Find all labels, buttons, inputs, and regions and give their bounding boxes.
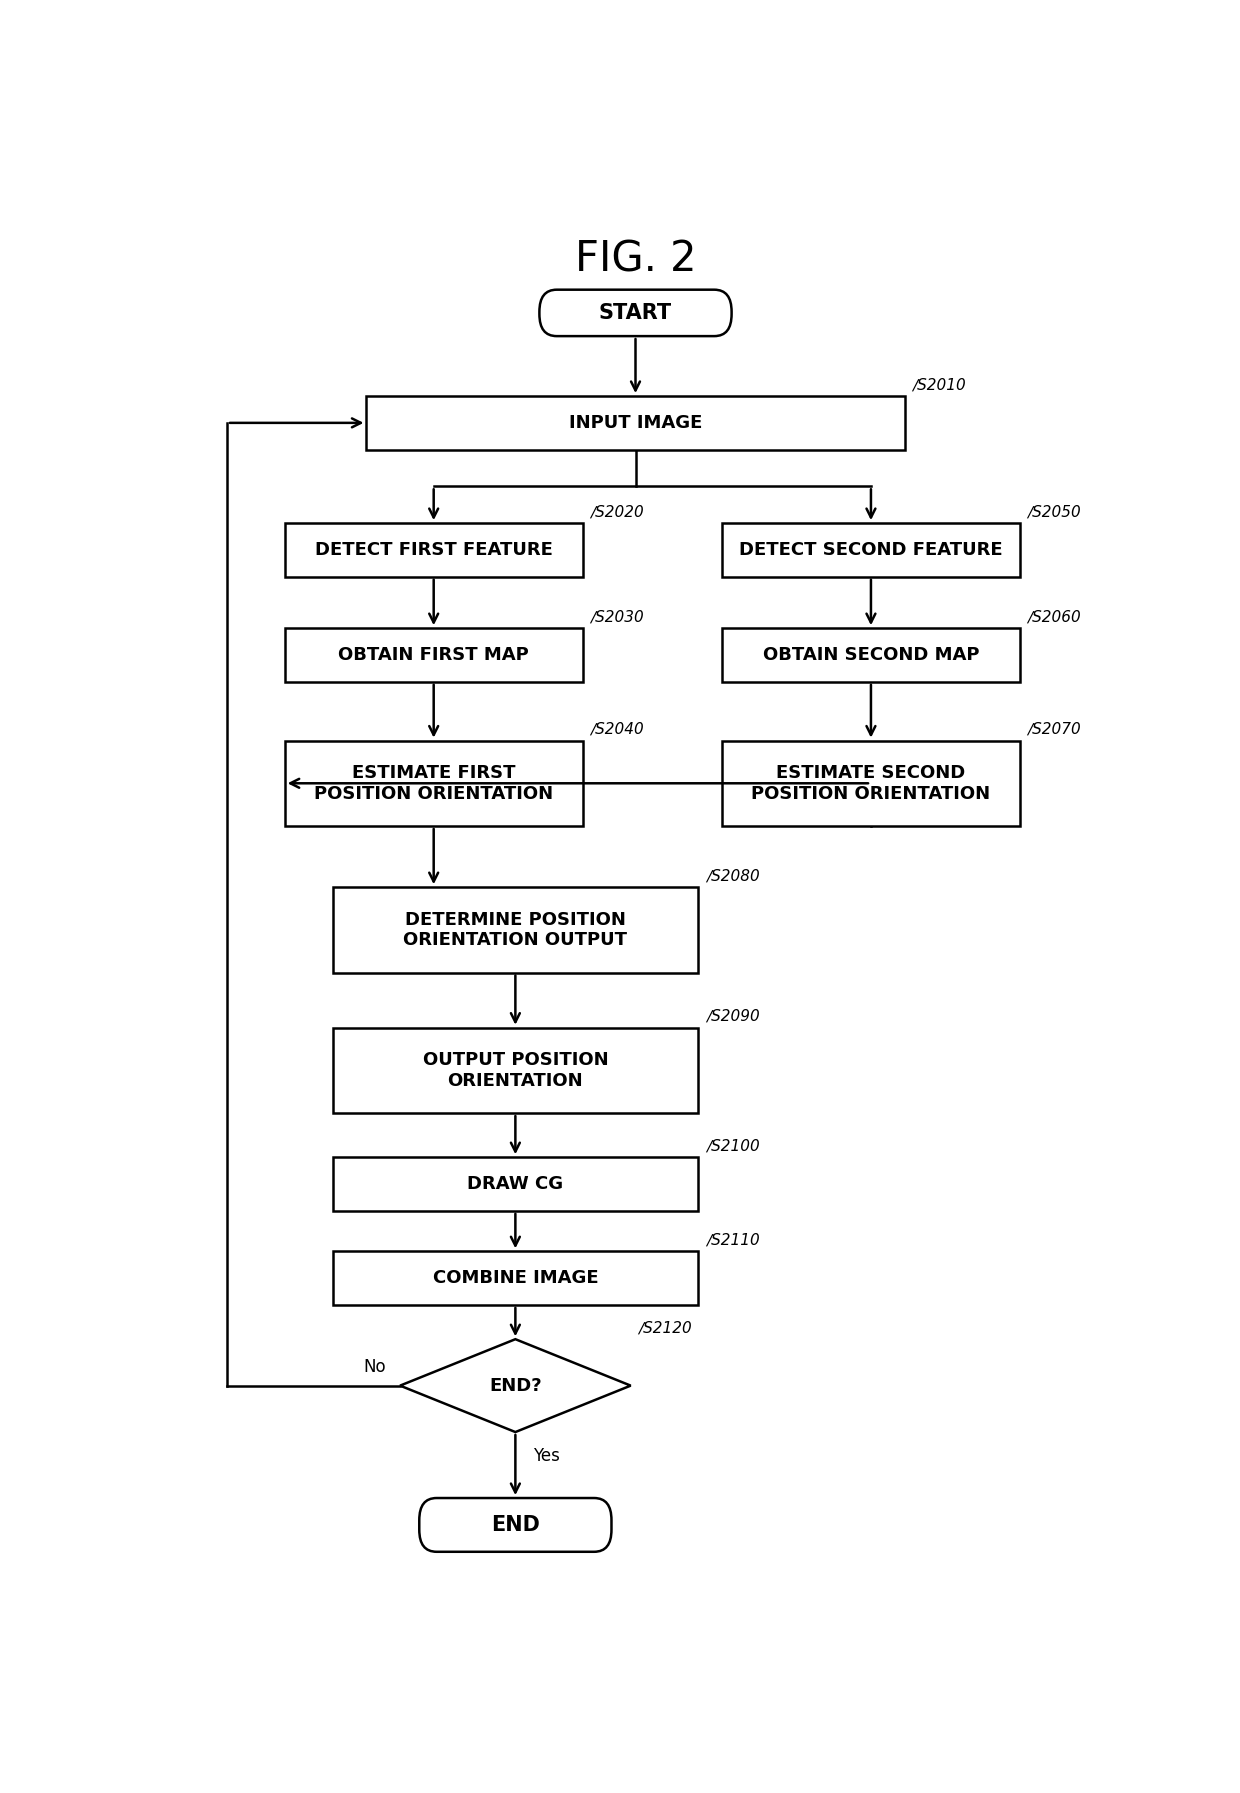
Text: END: END	[491, 1515, 539, 1535]
Text: DRAW CG: DRAW CG	[467, 1174, 563, 1192]
Bar	[285, 741, 583, 827]
Text: ∕S2120: ∕S2120	[639, 1320, 692, 1336]
Text: INPUT IMAGE: INPUT IMAGE	[569, 414, 702, 432]
Bar	[332, 1252, 698, 1305]
Bar	[722, 628, 1019, 681]
Bar	[332, 1156, 698, 1210]
Text: DETERMINE POSITION
ORIENTATION OUTPUT: DETERMINE POSITION ORIENTATION OUTPUT	[403, 911, 627, 948]
Text: END?: END?	[489, 1377, 542, 1395]
Text: OBTAIN FIRST MAP: OBTAIN FIRST MAP	[339, 645, 529, 663]
Polygon shape	[401, 1339, 631, 1433]
Bar	[285, 628, 583, 681]
FancyBboxPatch shape	[419, 1497, 611, 1551]
Text: OBTAIN SECOND MAP: OBTAIN SECOND MAP	[763, 645, 980, 663]
Text: START: START	[599, 303, 672, 323]
Text: ∕S2110: ∕S2110	[706, 1232, 759, 1248]
Text: Yes: Yes	[533, 1447, 559, 1465]
Text: ∕S2100: ∕S2100	[706, 1139, 759, 1153]
Text: COMBINE IMAGE: COMBINE IMAGE	[433, 1269, 598, 1287]
Text: ∕S2010: ∕S2010	[913, 377, 966, 393]
Bar	[285, 524, 583, 577]
Text: ∕S2050: ∕S2050	[1028, 504, 1081, 520]
Bar	[332, 1027, 698, 1113]
Text: ∕S2060: ∕S2060	[1028, 610, 1081, 624]
Text: ∕S2030: ∕S2030	[590, 610, 644, 624]
Text: ∕S2090: ∕S2090	[706, 1009, 759, 1024]
Bar	[332, 888, 698, 972]
Text: DETECT SECOND FEATURE: DETECT SECOND FEATURE	[739, 541, 1003, 559]
Text: DETECT FIRST FEATURE: DETECT FIRST FEATURE	[315, 541, 553, 559]
FancyBboxPatch shape	[539, 290, 732, 335]
Bar	[722, 524, 1019, 577]
Text: FIG. 2: FIG. 2	[575, 238, 696, 280]
Text: ∕S2020: ∕S2020	[590, 504, 644, 520]
Text: ∕S2070: ∕S2070	[1028, 723, 1081, 737]
Bar	[367, 396, 905, 450]
Text: ESTIMATE FIRST
POSITION ORIENTATION: ESTIMATE FIRST POSITION ORIENTATION	[314, 764, 553, 803]
Text: ∕S2040: ∕S2040	[590, 723, 644, 737]
Bar	[722, 741, 1019, 827]
Text: ESTIMATE SECOND
POSITION ORIENTATION: ESTIMATE SECOND POSITION ORIENTATION	[751, 764, 991, 803]
Text: OUTPUT POSITION
ORIENTATION: OUTPUT POSITION ORIENTATION	[423, 1051, 608, 1090]
Text: ∕S2080: ∕S2080	[706, 868, 759, 884]
Text: No: No	[363, 1357, 386, 1375]
